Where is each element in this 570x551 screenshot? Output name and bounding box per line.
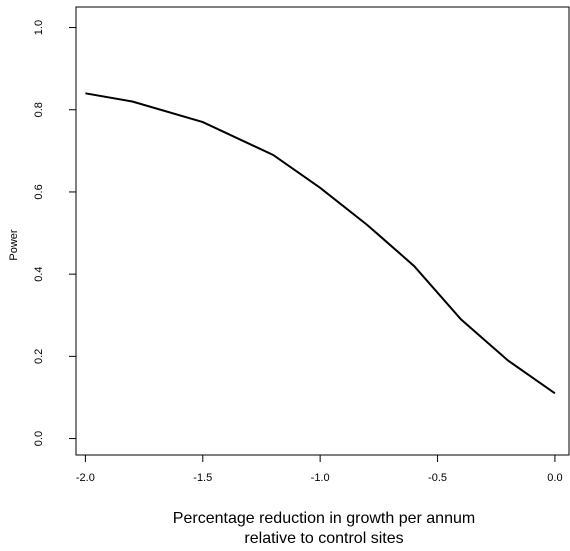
x-tick-label: -0.5 [428, 472, 447, 484]
y-tick-label: 0.6 [33, 184, 45, 199]
x-tick-label: -1.5 [193, 472, 212, 484]
y-axis-label: Power [8, 229, 20, 261]
x-tick-label: -2.0 [76, 472, 95, 484]
y-tick-label: 1.0 [33, 20, 45, 35]
data-line [85, 92, 556, 395]
x-axis-label: relative to control sites [244, 530, 403, 547]
x-tick-label: 0.0 [547, 472, 562, 484]
y-tick-label: 0.4 [33, 267, 45, 282]
y-tick-label: 0.2 [33, 349, 45, 364]
y-tick-label: 0.8 [33, 102, 45, 117]
plot-frame [75, 6, 570, 456]
x-axis-label: Percentage reduction in growth per annum [173, 510, 475, 527]
y-tick-label: 0.0 [33, 431, 45, 446]
x-tick-label: -1.0 [311, 472, 330, 484]
